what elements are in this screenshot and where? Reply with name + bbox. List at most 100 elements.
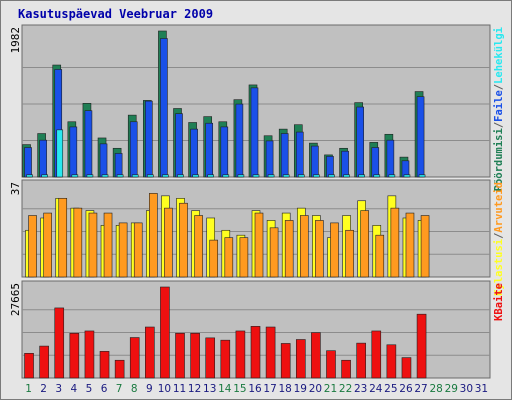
bar [295, 339, 306, 379]
bar [205, 337, 216, 379]
bar [194, 215, 203, 278]
x-tick-label: 31 [475, 383, 488, 395]
x-tick-label: 13 [203, 383, 216, 395]
x-tick-label: 25 [384, 383, 397, 395]
bar [69, 126, 78, 178]
x-tick-label: 9 [146, 383, 153, 395]
bar [54, 307, 65, 379]
bar [101, 174, 109, 178]
bar [371, 147, 380, 178]
bar [84, 110, 93, 178]
bar [311, 145, 319, 178]
legend: Kylastusi/Arvuteid [493, 182, 505, 296]
bar [24, 147, 32, 178]
bar [207, 174, 215, 178]
chart-panels: 1982Pöördumisi/Faile/Lehekülgi37Kylastus… [9, 24, 505, 379]
bar [24, 353, 34, 379]
x-tick-label: 21 [324, 383, 337, 395]
bar [356, 106, 364, 178]
legend-entry: Faile [493, 90, 505, 122]
bar [220, 339, 231, 379]
bar [192, 174, 199, 178]
bar [386, 139, 395, 178]
bar [254, 212, 264, 278]
bar [418, 174, 426, 178]
x-tick-label: 19 [294, 383, 307, 395]
bar [131, 174, 139, 178]
legend: Pöördumisi/Faile/Lehekülgi [493, 27, 505, 191]
bar [129, 337, 140, 379]
bar [147, 174, 154, 178]
bar [373, 174, 381, 178]
bar [252, 174, 260, 178]
x-axis: 1 2 3 4 5 6 7 8 9 10 11 12 13 14 15 16 17 18 19 20 21 22 23 24 2… [25, 383, 488, 395]
x-tick-label: 20 [309, 383, 322, 395]
bar [179, 202, 188, 278]
panel-kbytes: 27665 KBaite [9, 280, 505, 379]
bar [99, 351, 110, 379]
x-tick-label: 3 [55, 383, 62, 395]
bar [390, 207, 400, 278]
bar [190, 332, 200, 379]
bar [360, 210, 369, 278]
bar [371, 330, 382, 379]
bar [265, 326, 276, 379]
bar [177, 174, 184, 178]
bar [28, 215, 37, 278]
y-max-label: 1982 [9, 27, 22, 54]
bar [235, 103, 244, 178]
chart-title: Kasutuspäevad Veebruar 2009 [18, 7, 213, 21]
x-tick-label: 18 [279, 383, 292, 395]
x-tick-label: 28 [429, 383, 442, 395]
bar [250, 87, 259, 178]
bar [209, 239, 219, 278]
bar [73, 207, 83, 278]
bar [164, 207, 173, 278]
x-tick-label: 11 [173, 383, 186, 395]
bar [84, 330, 95, 379]
legend-separator: / [493, 122, 505, 128]
bar [315, 220, 324, 278]
bar [295, 131, 304, 178]
bar [160, 38, 168, 178]
bar [250, 326, 261, 379]
series-Arvuteid [28, 193, 430, 278]
bar [41, 174, 48, 178]
bar [175, 113, 183, 178]
y-max-label: 27665 [9, 283, 22, 316]
legend-entry: Pöördumisi [493, 128, 505, 191]
bar [162, 174, 169, 178]
bar [341, 150, 349, 178]
bar [330, 222, 339, 278]
x-tick-label: 16 [248, 383, 262, 395]
bar [220, 126, 229, 178]
bar [401, 357, 412, 379]
bar [416, 313, 427, 379]
bar [88, 212, 98, 278]
bar [205, 122, 214, 178]
bar [345, 229, 354, 278]
x-tick-label: 30 [460, 383, 473, 395]
bar [114, 153, 123, 178]
bar [328, 174, 335, 178]
bar [237, 174, 245, 178]
series-Lehekülgi [26, 129, 426, 178]
bar [269, 227, 279, 278]
bar [284, 220, 294, 278]
x-tick-label: 24 [369, 383, 383, 395]
bar [326, 156, 334, 178]
bar [341, 359, 351, 379]
x-tick-label: 14 [218, 383, 232, 395]
x-tick-label: 1 [25, 383, 32, 395]
bar [297, 174, 305, 178]
x-tick-label: 2 [40, 383, 47, 395]
x-tick-label: 4 [70, 383, 77, 395]
bar [39, 345, 49, 379]
bar [99, 143, 108, 178]
bar [58, 197, 68, 278]
bar [311, 332, 321, 379]
legend-entry: Lehekülgi [493, 27, 505, 84]
legend-entry: Arvuteid [493, 182, 505, 233]
bar [282, 174, 290, 178]
